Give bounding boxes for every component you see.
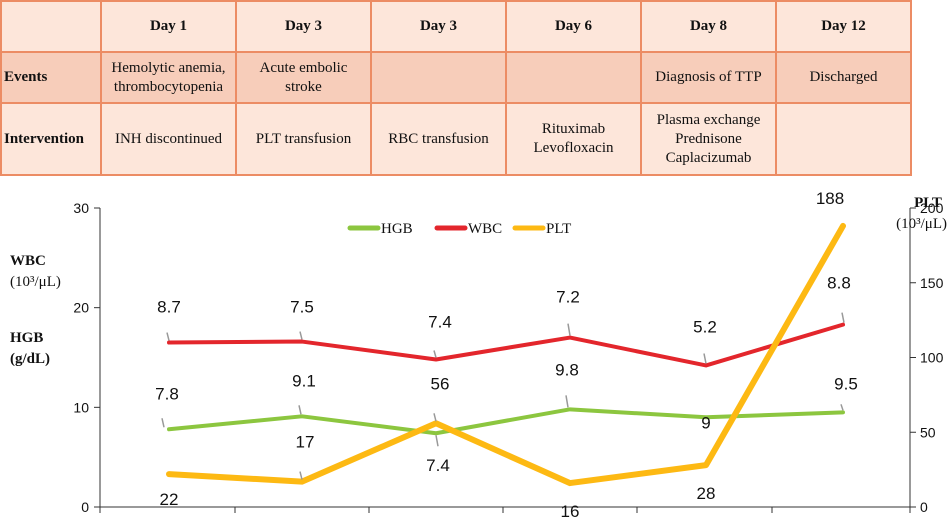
- events-row: Events Hemolytic anemia, thrombocytopeni…: [0, 51, 912, 104]
- legend-label-plt: PLT: [546, 221, 571, 237]
- data-label-wbc: 7.4: [428, 312, 452, 331]
- data-label-hgb: 7.4: [426, 456, 450, 475]
- day-header-cell: Day 12: [775, 0, 912, 53]
- data-label-plt: 16: [561, 502, 580, 520]
- intervention-cell: Plasma exchange Prednisone Caplacizumab: [640, 102, 777, 176]
- event-cell: Hemolytic anemia, thrombocytopenia: [100, 51, 237, 104]
- data-label-leader: [161, 418, 165, 428]
- intervention-row-label: Intervention: [0, 102, 102, 176]
- right-axis-tick-label: 100: [920, 350, 944, 366]
- right-axis-tick-label: 150: [920, 275, 944, 291]
- data-label-hgb: 9.8: [555, 360, 579, 379]
- left-axis-title-wbc: WBC: [10, 253, 46, 269]
- data-label-hgb: 9.1: [292, 371, 316, 390]
- event-cell: [505, 51, 642, 104]
- left-axis-unit-hgb: (g/dL): [10, 351, 50, 367]
- data-label-leader: [435, 435, 439, 447]
- data-label-leader: [433, 413, 437, 422]
- data-label-wbc: 5.2: [693, 317, 717, 336]
- left-axis-tick-label: 20: [73, 300, 89, 316]
- timeline-table: Day 1 Day 3 Day 3 Day 6 Day 8 Day 12 Eve…: [0, 0, 912, 176]
- data-label-plt: 28: [697, 484, 716, 503]
- left-axis-title-hgb: HGB: [10, 330, 43, 346]
- data-label-wbc: 7.2: [556, 288, 580, 307]
- intervention-cell: INH discontinued: [100, 102, 237, 176]
- event-cell: Diagnosis of TTP: [640, 51, 777, 104]
- event-cell: Acute embolic stroke: [235, 51, 372, 104]
- data-label-leader: [299, 331, 303, 340]
- left-axis-tick-label: 10: [73, 399, 89, 415]
- timeline-header-row: Day 1 Day 3 Day 3 Day 6 Day 8 Day 12: [0, 0, 912, 53]
- data-label-leader: [703, 353, 707, 364]
- data-label-leader: [299, 471, 303, 480]
- right-axis-unit-plt: (10³/μL): [896, 216, 947, 232]
- intervention-row: Intervention INH discontinued PLT transf…: [0, 102, 912, 176]
- data-label-leader: [567, 323, 571, 336]
- events-row-label: Events: [0, 51, 102, 104]
- day-header-cell: Day 1: [100, 0, 237, 53]
- day-header-cell: Day 3: [370, 0, 507, 53]
- right-axis-tick-label: 50: [920, 424, 936, 440]
- series-line-wbc: [167, 322, 845, 368]
- intervention-cell: RBC transfusion: [370, 102, 507, 176]
- data-label-plt: 22: [160, 490, 179, 509]
- left-axis-tick-label: 0: [81, 499, 89, 515]
- data-label-wbc: 8.8: [827, 274, 851, 293]
- data-label-leader: [565, 395, 569, 408]
- data-label-plt: 188: [816, 189, 844, 208]
- legend-label-wbc: WBC: [468, 221, 502, 237]
- right-axis-tick-label: 0: [920, 499, 928, 515]
- data-label-leader: [433, 350, 437, 358]
- day-header-cell: Day 6: [505, 0, 642, 53]
- right-axis-title-plt: PLT: [914, 195, 942, 211]
- data-label-wbc: 8.7: [157, 298, 181, 317]
- intervention-cell: PLT transfusion: [235, 102, 372, 176]
- intervention-cell: Rituximab Levofloxacin: [505, 102, 642, 176]
- lab-values-chart: 0 10 20 30 0 50 100 150 200 WBC (10³/μL) HGB (g/dL) P…: [10, 189, 947, 520]
- event-cell: Discharged: [775, 51, 912, 104]
- data-label-plt: 56: [431, 374, 450, 393]
- series-line-hgb: [167, 407, 845, 436]
- data-label-hgb: 9: [701, 413, 710, 432]
- data-label-hgb: 7.8: [155, 384, 179, 403]
- event-cell: [370, 51, 507, 104]
- data-label-plt: 17: [296, 433, 315, 452]
- data-label-leader: [840, 404, 844, 411]
- series-line-plt: [166, 222, 846, 487]
- day-header-cell: Day 3: [235, 0, 372, 53]
- day-header-cell: Day 8: [640, 0, 777, 53]
- intervention-cell: [775, 102, 912, 176]
- data-label-leader: [841, 312, 845, 323]
- data-label-leader: [298, 405, 302, 415]
- legend-label-hgb: HGB: [381, 221, 413, 237]
- data-label-wbc: 7.5: [290, 298, 314, 317]
- data-label-leader: [166, 332, 170, 341]
- data-label-hgb: 9.5: [834, 374, 858, 393]
- left-axis-tick-label: 30: [73, 200, 89, 216]
- right-axis-tick-label: 200: [920, 200, 944, 216]
- timeline-corner-cell: [0, 0, 102, 53]
- left-axis-unit-wbc: (10³/μL): [10, 274, 61, 290]
